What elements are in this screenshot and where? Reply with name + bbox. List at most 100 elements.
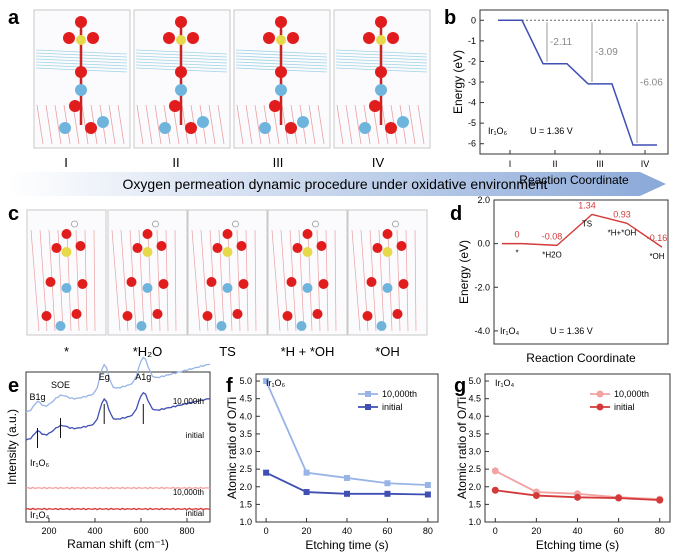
- oxygen-atom: [212, 243, 223, 253]
- titanium-atom: [75, 84, 87, 96]
- lattice-bond: [30, 229, 40, 332]
- tick-label: 4.5: [468, 394, 481, 404]
- lattice-bond: [281, 104, 289, 145]
- data-point: [424, 482, 431, 488]
- structure-image-1: [33, 9, 131, 149]
- x-tick-label: 60: [382, 526, 392, 536]
- titanium-atom: [376, 321, 387, 331]
- x-tick-label: 40: [572, 526, 582, 536]
- data-point: [615, 494, 623, 502]
- structure-image-3: [233, 9, 331, 149]
- y-axis-title: Energy (eV): [451, 50, 465, 114]
- oxygen-atom: [132, 243, 143, 253]
- state-label: *H + *OH: [281, 344, 335, 359]
- tick-label: 2.0: [239, 482, 252, 492]
- data-point: [263, 378, 270, 385]
- x-tick-label: 200: [41, 526, 56, 536]
- titanium-atom: [275, 84, 287, 96]
- lattice-bond: [271, 229, 281, 332]
- tick-label: 2.0: [477, 195, 490, 205]
- inset-potential: U = 1.36 V: [550, 326, 593, 336]
- data-point: [344, 490, 350, 497]
- lattice-bond: [45, 104, 53, 145]
- oxygen-atom: [71, 309, 82, 319]
- oxygen-atom: [269, 100, 281, 112]
- series-line-ir1o4-initial: [25, 507, 211, 511]
- oxygen-atom: [372, 243, 383, 253]
- oxygen-atom: [238, 279, 249, 289]
- lattice-bond: [208, 104, 216, 145]
- series-line-ir1o4-10000: [25, 486, 211, 490]
- x-axis-title: Raman shift (cm⁻¹): [67, 537, 169, 551]
- state-label: TS: [582, 219, 592, 228]
- hydrogen-atom: [232, 220, 239, 228]
- oxygen-atom: [187, 32, 199, 44]
- lattice-bond: [227, 229, 233, 332]
- tick-label: -3: [468, 77, 476, 87]
- oxygen-atom: [387, 32, 399, 44]
- chart-e: 200 400 600 800 10,000th initial 10,000th initi…: [5, 356, 211, 551]
- oxygen-atom: [312, 309, 323, 319]
- oxygen-atom: [362, 311, 373, 321]
- peak-label: A1g: [135, 372, 151, 382]
- oxygen-atom: [369, 100, 381, 112]
- x-tick-label: 60: [614, 526, 624, 536]
- inset-label: Ir₁O₆: [266, 378, 286, 388]
- lattice-bond: [154, 104, 162, 145]
- tick-label: 1.0: [468, 517, 481, 527]
- energy-profile: [502, 213, 663, 248]
- tick-label: 3.5: [468, 429, 481, 439]
- state-image-2: [107, 209, 188, 336]
- inset-label: Ir₁O₄: [500, 326, 520, 336]
- oxygen-atom: [163, 32, 175, 44]
- oxygen-atom: [152, 309, 163, 319]
- titanium-atom: [159, 122, 171, 134]
- legend-marker: [596, 403, 604, 411]
- iridium-atom: [222, 247, 233, 257]
- series-line-ir1o6-initial: [25, 391, 210, 441]
- panel-letter-a: a: [8, 7, 20, 29]
- iridium-atom: [76, 35, 86, 45]
- oxygen-atom: [156, 241, 167, 251]
- state-image-4: [267, 209, 348, 336]
- state-label: *H+*OH: [608, 228, 637, 237]
- legend-marker: [596, 390, 604, 398]
- lattice-bond: [117, 104, 125, 145]
- delta-label: -3.09: [595, 47, 618, 58]
- oxygen-atom: [85, 122, 97, 134]
- x-tick-label: III: [596, 159, 604, 169]
- series-label: initial: [186, 509, 204, 518]
- titanium-atom: [382, 283, 393, 293]
- arrow-banner-text: Oxygen permeation dynamic procedure unde…: [123, 176, 548, 192]
- legend-label: 10,000th: [382, 389, 417, 399]
- lattice-bond: [81, 104, 89, 145]
- lattice-bond: [345, 104, 353, 145]
- iridium-atom: [61, 247, 72, 257]
- lattice-bond: [93, 229, 96, 332]
- group-label: Ir₁O₆: [30, 458, 50, 468]
- x-tick-label: I: [509, 159, 512, 169]
- tick-label: -1: [468, 36, 476, 46]
- tick-label: 0: [471, 15, 476, 25]
- series-label: 10,000th: [173, 397, 204, 406]
- oxygen-atom: [126, 277, 137, 287]
- lattice-bond: [147, 229, 153, 332]
- lattice-bond: [236, 104, 244, 145]
- x-axis-title: Reaction Coordinate: [526, 351, 636, 365]
- x-tick-label: 20: [531, 526, 541, 536]
- titanium-atom: [175, 84, 187, 96]
- titanium-atom: [216, 321, 227, 331]
- lattice-bond: [217, 104, 225, 145]
- tick-label: -5: [468, 118, 476, 128]
- titanium-atom: [222, 283, 233, 293]
- oxygen-atom: [75, 66, 87, 78]
- data-point: [532, 492, 540, 500]
- energy-value-label: -0.08: [542, 231, 563, 241]
- oxygen-atom: [382, 229, 393, 239]
- tick-label: -2.0: [474, 282, 490, 292]
- data-point: [384, 480, 391, 487]
- panel-letter-f: f: [226, 375, 233, 397]
- oxygen-atom: [185, 122, 197, 134]
- state-image-1: [26, 209, 107, 336]
- oxygen-atom: [263, 32, 275, 44]
